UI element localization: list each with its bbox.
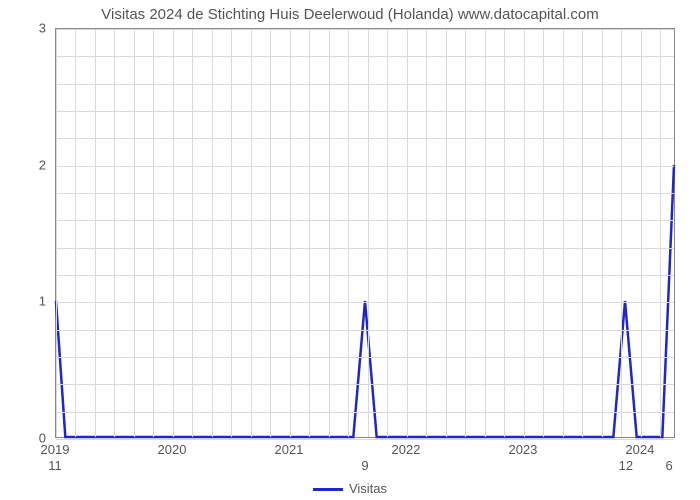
xtick-secondary: 12 [619, 458, 633, 473]
xtick-label: 2020 [158, 442, 187, 457]
ytick-label: 3 [6, 21, 46, 36]
plot-area [55, 28, 675, 438]
grid-v-minor [75, 29, 76, 437]
grid-v-major [407, 29, 408, 437]
grid-v-minor [602, 29, 603, 437]
ytick-label: 1 [6, 294, 46, 309]
series-line [56, 165, 674, 437]
xtick-secondary: 6 [666, 458, 673, 473]
grid-v-minor [153, 29, 154, 437]
grid-h-minor [56, 384, 674, 385]
grid-v-major [56, 29, 57, 437]
grid-h-minor [56, 412, 674, 413]
grid-v-minor [543, 29, 544, 437]
grid-v-major [173, 29, 174, 437]
xtick-label: 2022 [391, 442, 420, 457]
grid-v-minor [387, 29, 388, 437]
grid-h-minor [56, 275, 674, 276]
grid-v-minor [563, 29, 564, 437]
grid-v-minor [465, 29, 466, 437]
xtick-label: 2024 [625, 442, 654, 457]
grid-h-minor [56, 56, 674, 57]
grid-v-minor [582, 29, 583, 437]
ytick-label: 2 [6, 157, 46, 172]
grid-v-minor [426, 29, 427, 437]
xtick-label: 2023 [508, 442, 537, 457]
grid-v-minor [660, 29, 661, 437]
chart-title: Visitas 2024 de Stichting Huis Deelerwou… [0, 6, 700, 23]
legend-swatch [313, 488, 343, 491]
grid-h-minor [56, 84, 674, 85]
grid-v-major [641, 29, 642, 437]
grid-v-minor [504, 29, 505, 437]
grid-h-major [56, 439, 674, 440]
grid-h-minor [56, 138, 674, 139]
grid-v-minor [368, 29, 369, 437]
grid-v-minor [134, 29, 135, 437]
xtick-secondary: 11 [48, 458, 62, 473]
grid-v-minor [95, 29, 96, 437]
grid-v-minor [231, 29, 232, 437]
grid-v-minor [446, 29, 447, 437]
grid-h-minor [56, 111, 674, 112]
grid-h-minor [56, 248, 674, 249]
chart-container: Visitas 2024 de Stichting Huis Deelerwou… [0, 0, 700, 500]
grid-h-major [56, 302, 674, 303]
grid-v-minor [621, 29, 622, 437]
grid-h-major [56, 166, 674, 167]
grid-v-minor [485, 29, 486, 437]
grid-h-minor [56, 220, 674, 221]
grid-v-minor [114, 29, 115, 437]
grid-v-minor [329, 29, 330, 437]
grid-v-minor [270, 29, 271, 437]
grid-v-major [290, 29, 291, 437]
xtick-secondary: 9 [361, 458, 368, 473]
legend-label: Visitas [349, 481, 387, 496]
grid-v-minor [212, 29, 213, 437]
grid-v-minor [251, 29, 252, 437]
grid-h-minor [56, 330, 674, 331]
grid-v-major [524, 29, 525, 437]
grid-h-minor [56, 357, 674, 358]
grid-v-minor [192, 29, 193, 437]
grid-v-minor [309, 29, 310, 437]
grid-h-major [56, 29, 674, 30]
grid-v-minor [348, 29, 349, 437]
xtick-label: 2021 [274, 442, 303, 457]
grid-h-minor [56, 193, 674, 194]
legend: Visitas [0, 481, 700, 496]
series-svg [56, 29, 674, 437]
xtick-label: 2019 [41, 442, 70, 457]
